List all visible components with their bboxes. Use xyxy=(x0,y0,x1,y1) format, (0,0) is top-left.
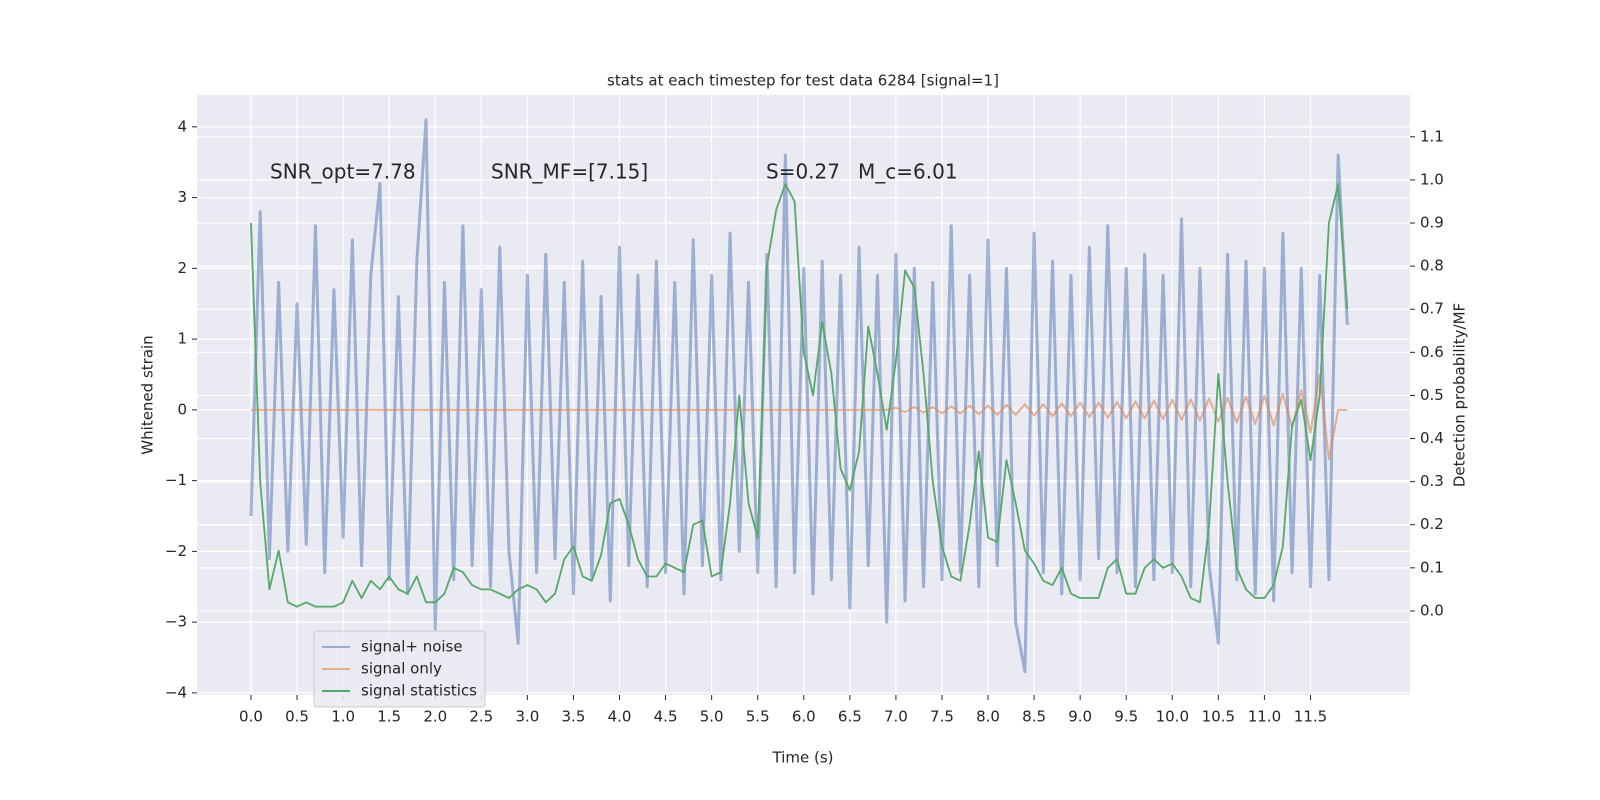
series-line xyxy=(250,183,1349,608)
x-tick-label: 10.0 xyxy=(1156,708,1189,726)
x-tick-label: 9.0 xyxy=(1068,708,1092,726)
y-tick-label: 4 xyxy=(177,117,187,135)
series-line xyxy=(249,118,1349,674)
y-tick-label: 2 xyxy=(177,259,187,277)
x-tick-label: 2.0 xyxy=(423,708,447,726)
x-axis-label: Time (s) xyxy=(772,749,834,767)
x-tick-label: 3.5 xyxy=(562,708,586,726)
y2-tick-label: 0.2 xyxy=(1420,515,1444,533)
x-tick-label: 8.0 xyxy=(976,708,1000,726)
legend-label: signal+ noise xyxy=(361,638,463,656)
x-tick-label: 7.0 xyxy=(884,708,908,726)
y2-tick-label: 0.8 xyxy=(1420,257,1444,275)
annotation: SNR_MF=[7.15] xyxy=(491,160,648,184)
x-tick-label: 1.0 xyxy=(331,708,355,726)
y2-tick-label: 1.0 xyxy=(1420,170,1444,188)
annotation: S=0.27 xyxy=(766,160,840,184)
legend-label: signal statistics xyxy=(361,682,477,700)
y2-tick-label: 0.3 xyxy=(1420,472,1444,490)
y-tick-label: −4 xyxy=(165,683,187,701)
legend: signal+ noise signal only signal statistic… xyxy=(313,630,486,708)
series-line xyxy=(250,373,1348,461)
x-tick-label: 2.5 xyxy=(469,708,493,726)
y2-tick-label: 0.0 xyxy=(1420,601,1444,619)
x-tick-label: 4.5 xyxy=(654,708,678,726)
y2-tick-label: 0.4 xyxy=(1420,429,1444,447)
y-tick-label: 1 xyxy=(177,330,187,348)
y2-tick-label: 0.6 xyxy=(1420,343,1444,361)
y-tick-label: −3 xyxy=(165,613,187,631)
y-tick-label: −1 xyxy=(165,471,187,489)
x-tick-label: 8.5 xyxy=(1022,708,1046,726)
y2-tick-label: 1.1 xyxy=(1420,127,1444,145)
legend-box xyxy=(313,630,486,708)
legend-label: signal only xyxy=(361,660,442,678)
x-tick-label: 0.0 xyxy=(239,708,263,726)
x-tick-label: 11.5 xyxy=(1294,708,1327,726)
x-tick-label: 11.0 xyxy=(1248,708,1281,726)
y2-tick-label: 0.5 xyxy=(1420,386,1444,404)
annotation: SNR_opt=7.78 xyxy=(270,160,416,184)
y2-tick-label: 0.1 xyxy=(1420,558,1444,576)
x-tick-label: 4.0 xyxy=(608,708,632,726)
x-tick-label: 5.0 xyxy=(700,708,724,726)
annotation: M_c=6.01 xyxy=(858,160,958,184)
x-tick-label: 6.5 xyxy=(838,708,862,726)
y-axis-label: Whitened strain xyxy=(139,335,157,454)
y2-tick-label: 0.9 xyxy=(1420,214,1444,232)
y-tick-label: 0 xyxy=(177,400,187,418)
chart-title: stats at each timestep for test data 628… xyxy=(607,72,999,90)
y-tick-label: −2 xyxy=(165,542,187,560)
x-tick-label: 9.5 xyxy=(1114,708,1138,726)
x-tick-label: 1.5 xyxy=(377,708,401,726)
x-tick-label: 7.5 xyxy=(930,708,954,726)
y2-tick-label: 0.7 xyxy=(1420,300,1444,318)
x-tick-label: 3.0 xyxy=(515,708,539,726)
x-tick-label: 0.5 xyxy=(285,708,309,726)
y-tick-label: 3 xyxy=(177,188,187,206)
x-tick-label: 6.0 xyxy=(792,708,816,726)
x-tick-label: 5.5 xyxy=(746,708,770,726)
x-tick-label: 10.5 xyxy=(1202,708,1235,726)
y2-axis-label: Detection probability/MF xyxy=(1451,303,1469,487)
